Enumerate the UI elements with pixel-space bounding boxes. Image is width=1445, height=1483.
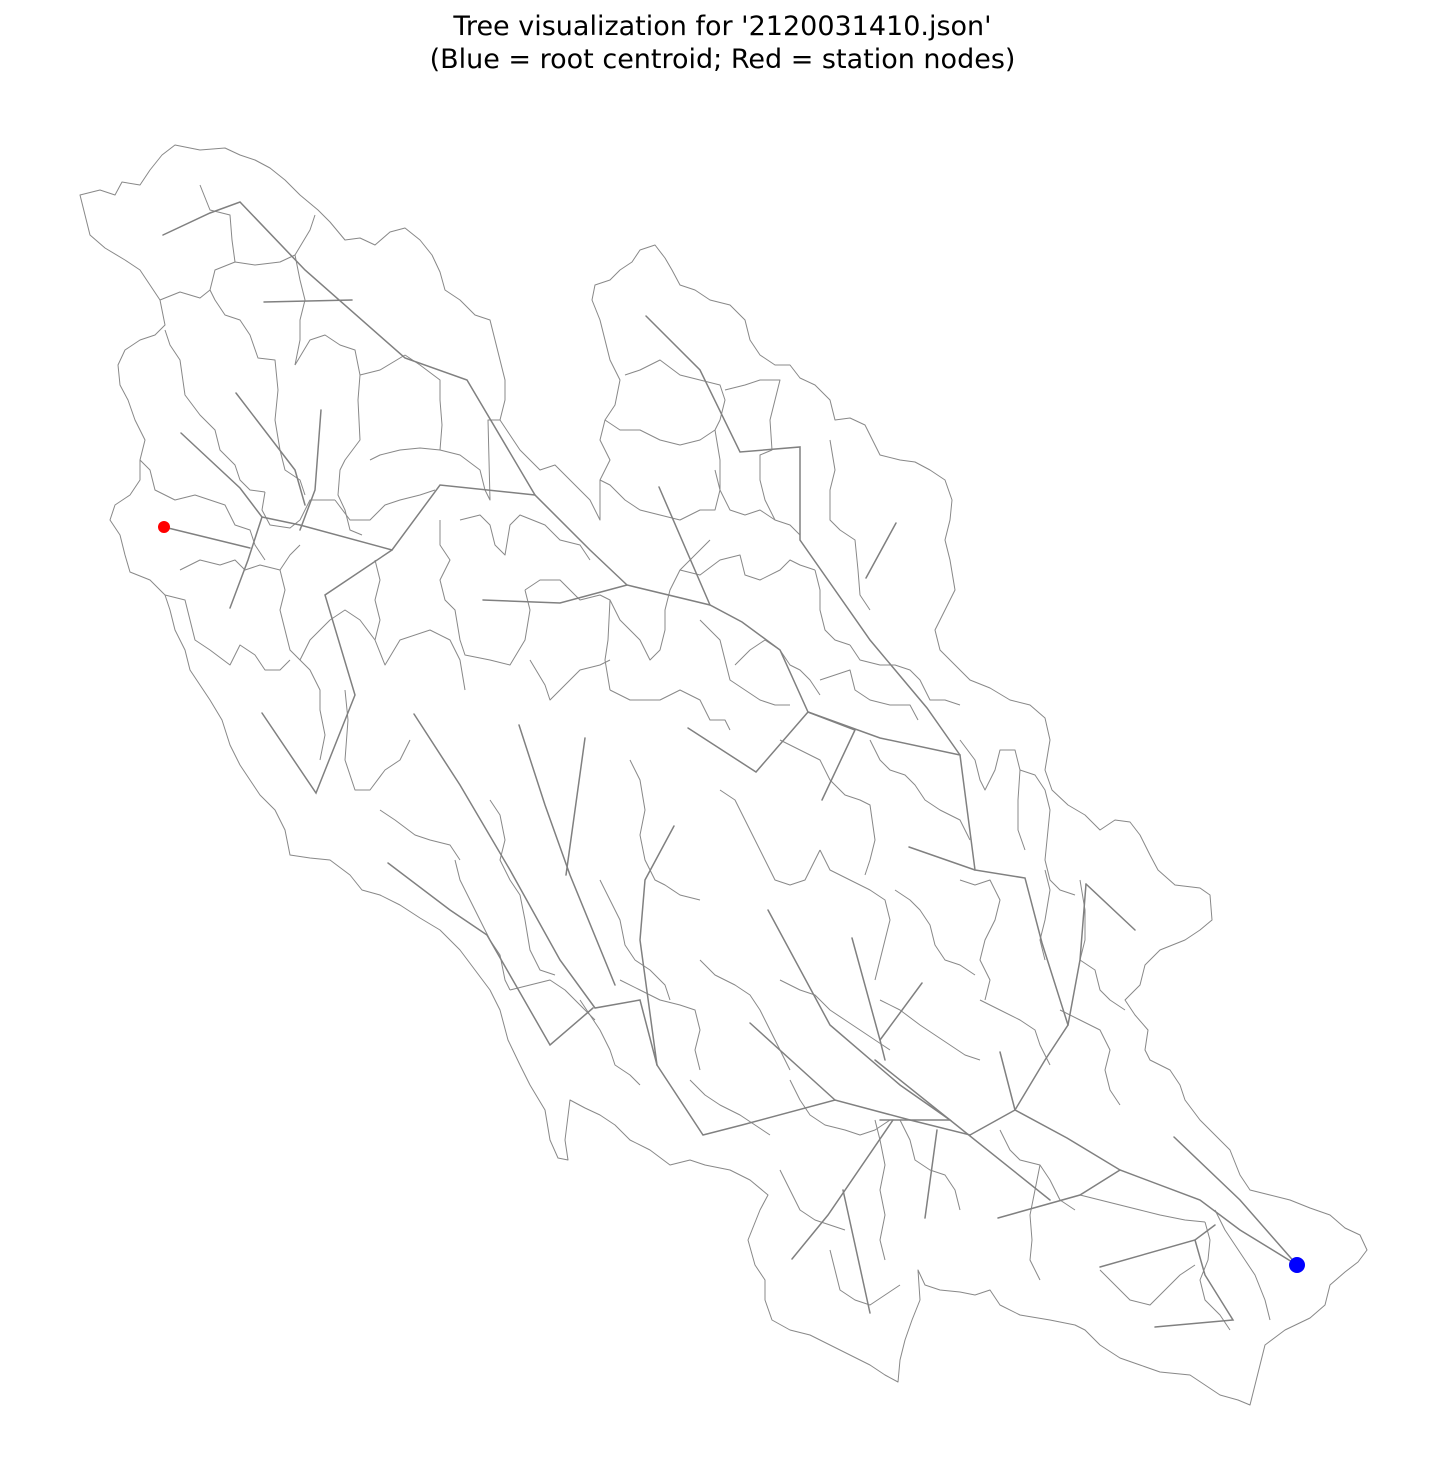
station-node-marker <box>158 521 170 533</box>
tree-edges <box>162 201 1298 1328</box>
subbasin-boundaries <box>139 184 1271 1331</box>
title-line-2: (Blue = root centroid; Red = station nod… <box>429 44 1016 75</box>
title-line-1: Tree visualization for '2120031410.json' <box>453 11 992 42</box>
figure-title: Tree visualization for '2120031410.json'… <box>0 10 1445 76</box>
watershed-outer-boundary <box>79 144 1368 1406</box>
root-centroid-marker <box>1289 1257 1305 1273</box>
